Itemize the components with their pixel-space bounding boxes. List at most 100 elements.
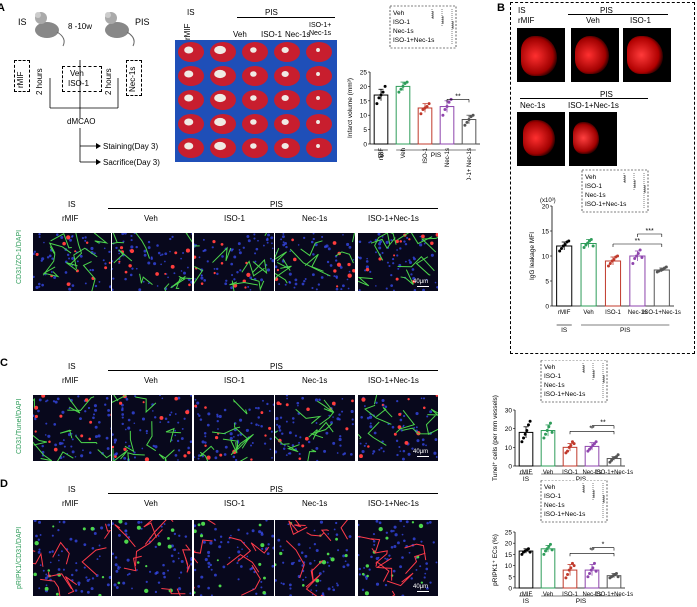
nucleus-dot [81,236,85,240]
ttc-slice [306,138,332,158]
nucleus-dot [71,450,75,454]
nucleus-dot [364,269,367,272]
nucleus-dot [258,530,262,534]
nucleus-dot [66,253,70,257]
nucleus-dot [79,254,83,258]
nucleus-dot [271,534,274,538]
nucleus-dot [366,257,368,260]
vessel-trace [135,396,157,414]
marker-dot [258,523,262,527]
nucleus-dot [85,576,88,579]
nucleus-dot [198,414,201,417]
nucleus-dot [162,563,165,567]
marker-dot [407,398,410,401]
marker-dot [264,434,267,437]
schematic-veh-text: Veh [70,69,84,78]
nucleus-dot [133,233,136,235]
ttc-infarct-area [250,71,257,77]
nucleus-dot [161,253,164,256]
nucleus-dot [267,233,271,237]
vessel-trace [112,448,129,461]
ttc-col-veh: Veh [233,30,247,39]
nucleus-dot [84,239,87,242]
igg-image-iso [622,27,672,83]
nucleus-dot [177,421,180,424]
nucleus-dot [246,532,249,535]
data-point [547,425,551,429]
nucleus-dot [361,588,365,592]
row-is-label: IS [68,362,76,371]
nucleus-dot [202,238,205,241]
legend-sig-label: **** [452,21,458,29]
vessel-trace [364,404,392,425]
nucleus-dot [335,521,338,525]
nucleus-dot [174,434,177,437]
nucleus-dot [115,586,119,589]
x-tick-label: ISO-1+Nec-1s [595,470,633,476]
nucleus-dot [230,286,233,290]
nucleus-dot [112,288,114,291]
ttc-slice [306,42,332,62]
nucleus-dot [401,594,405,596]
vessel-trace [194,266,204,285]
marker-dot [365,267,370,272]
data-point [591,244,595,248]
nucleus-dot [121,416,124,419]
y-tick-label: 0 [363,142,367,149]
nucleus-dot [269,437,272,440]
vessel-trace [113,249,133,264]
vessel-trace [222,438,249,451]
nucleus-dot [177,449,181,452]
group-label-pis: PIS [576,598,587,605]
nucleus-dot [399,450,402,452]
nucleus-dot [381,398,385,403]
nucleus-dot [429,581,432,584]
data-point [379,93,383,97]
marker-dot [335,537,338,541]
micrograph-svg [358,233,438,291]
vessel-trace [81,547,107,576]
nucleus-dot [253,570,256,574]
nucleus-dot [207,565,211,569]
schematic-svg [35,12,135,165]
row-is-label: IS [68,485,76,494]
marker-dot [347,262,351,267]
data-point [569,443,573,447]
sig-label: * [602,542,605,549]
nucleus-dot [247,285,250,288]
nucleus-dot [343,452,347,455]
nucleus-dot [402,414,406,418]
nucleus-dot [336,582,338,585]
nucleus-dot [232,455,236,459]
marker-dot [123,447,127,451]
marker-dot [85,241,89,245]
row-nec-label: Nec-1s [302,376,328,385]
nucleus-dot [372,450,376,453]
group-label-pis: PIS [620,327,631,334]
vessel-trace [252,258,268,275]
ttc-is-label: IS [187,8,195,17]
nucleus-dot [135,267,138,270]
vessel-trace [231,280,235,291]
nucleus-dot [90,246,94,251]
nucleus-dot [263,244,265,247]
x-tick-label: ISO-1 [562,470,578,476]
nucleus-dot [217,428,219,430]
nucleus-dot [90,587,94,591]
nucleus-dot [344,560,347,563]
igg-pis-label-2: PIS [600,90,613,99]
nucleus-dot [342,233,344,236]
data-point [548,542,552,546]
nucleus-dot [278,427,281,429]
vessel-trace [400,269,414,285]
vessel-trace [241,565,261,596]
vessel-trace [104,523,112,539]
marker-dot [275,563,277,567]
nucleus-dot [301,396,304,400]
vessel-trace [67,396,95,411]
nucleus-dot [199,594,203,596]
nucleus-dot [129,273,133,277]
nucleus-dot [53,275,57,279]
ttc-col-iso: ISO-1 [261,30,282,39]
micrograph-svg [275,520,352,596]
